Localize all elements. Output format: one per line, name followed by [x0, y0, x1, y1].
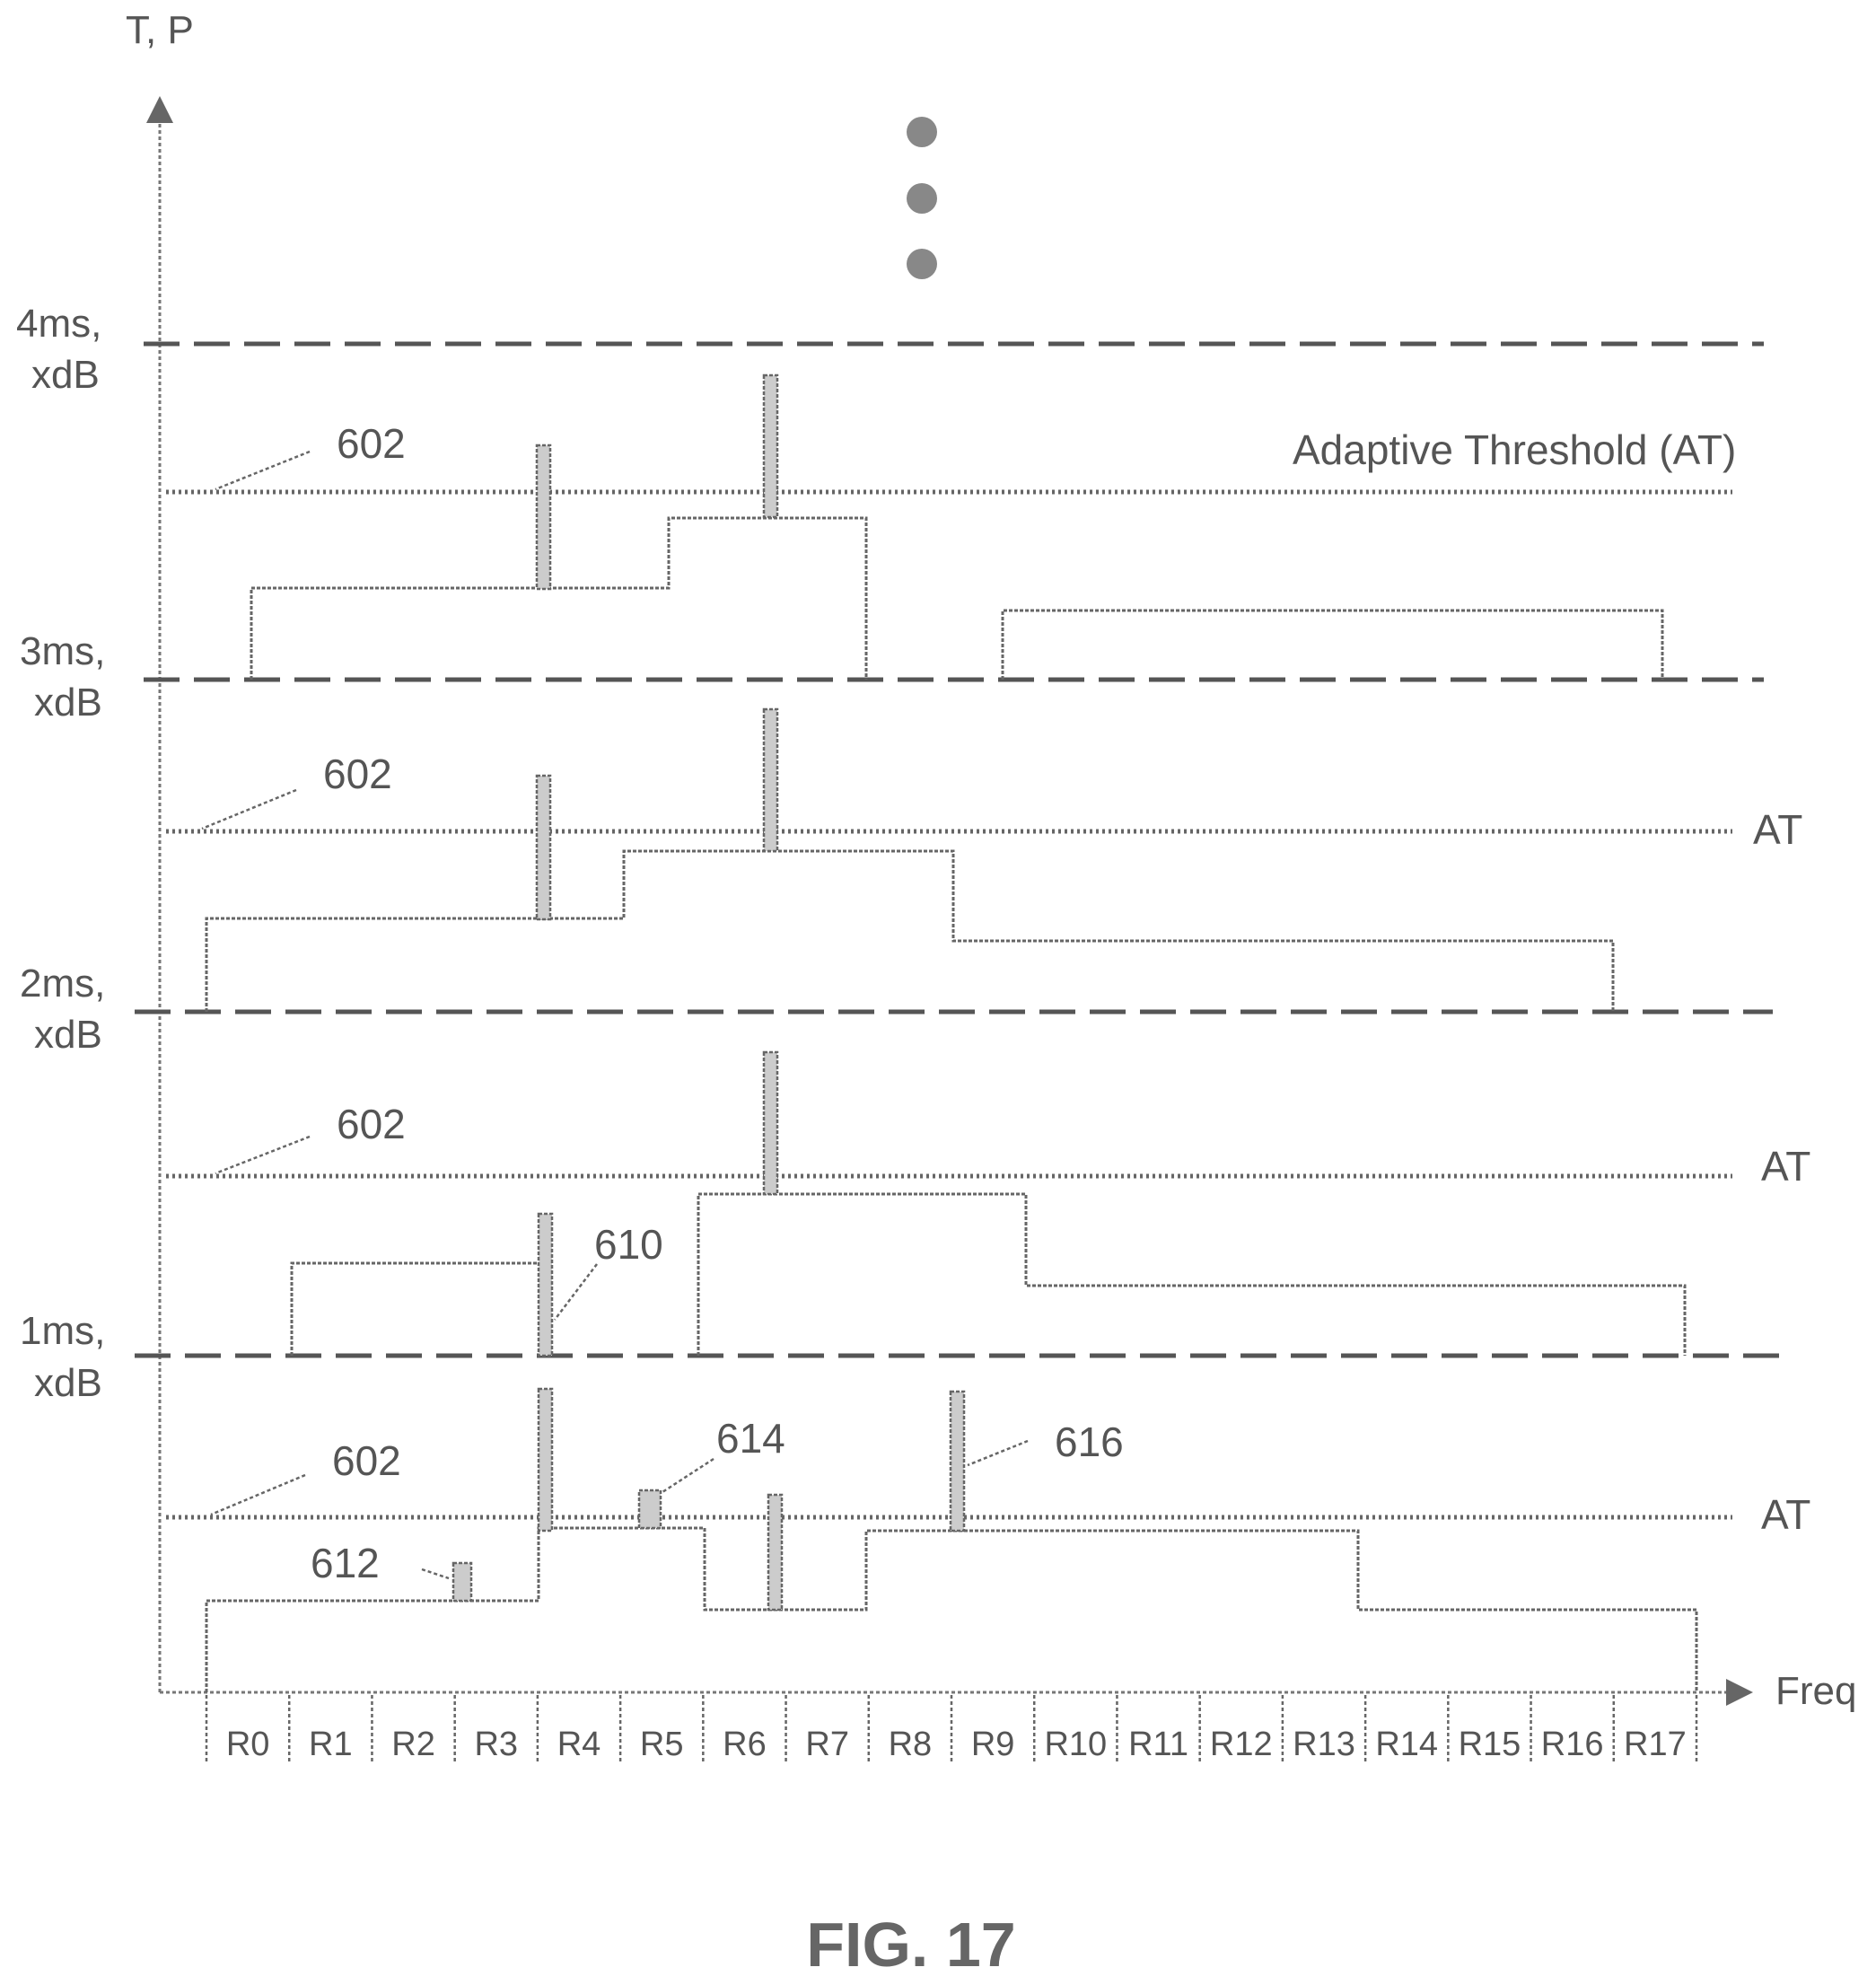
spike-bar-616: [949, 1390, 966, 1533]
resource-block-label: R11: [1128, 1726, 1188, 1763]
ref-616-leader: [967, 1439, 1029, 1467]
spike-bar: [535, 774, 552, 921]
ref-612-leader: [421, 1568, 450, 1580]
narrow-signal-614: [637, 1489, 662, 1530]
spike-bar: [767, 1493, 784, 1612]
power-profile-3ms-secondary: [1001, 609, 1664, 680]
time-level-label-1ms: 1ms,: [20, 1309, 105, 1353]
ref-602-leader: [215, 1135, 311, 1175]
time-level-label-4ms: 4ms,: [16, 302, 101, 346]
resource-block-label: R1: [309, 1726, 353, 1763]
ref-612-label: 612: [311, 1540, 380, 1586]
ref-602-label: 602: [337, 1101, 406, 1147]
resource-block-label: R6: [723, 1726, 767, 1763]
resource-block-label: R4: [557, 1726, 601, 1763]
ref-602-leader: [210, 1473, 306, 1516]
x-axis-label: Freq: [1775, 1669, 1856, 1713]
spike-bar: [762, 1050, 779, 1196]
resource-block-label: R2: [391, 1726, 435, 1763]
resource-block-label: R17: [1624, 1726, 1687, 1763]
power-profile-1ms-right: [697, 1192, 1687, 1356]
spike-bar: [762, 707, 779, 853]
power-profile-3ms: [250, 516, 868, 680]
power-level-label-4ms: xdB: [31, 353, 100, 397]
resource-block-label: R12: [1210, 1726, 1273, 1763]
resource-block-label: R3: [474, 1726, 518, 1763]
continuation-dot: [907, 249, 937, 279]
ref-602-leader: [201, 788, 297, 830]
time-level-label-2ms: 2ms,: [20, 962, 105, 1006]
ref-610-label: 610: [594, 1221, 663, 1268]
threshold-label: Adaptive Threshold (AT): [1293, 426, 1736, 473]
spike-bar: [535, 444, 552, 591]
continuation-dot: [907, 183, 937, 214]
ref-602-label: 602: [337, 420, 406, 467]
resource-block-label: R15: [1459, 1726, 1521, 1763]
ref-614-label: 614: [716, 1415, 785, 1462]
resource-block-label: R13: [1293, 1726, 1355, 1763]
time-level-label-3ms: 3ms,: [20, 629, 105, 673]
figure-caption: FIG. 17: [806, 1910, 1015, 1980]
power-profile-2ms: [205, 849, 1615, 1012]
continuation-dot: [907, 117, 937, 147]
spike-bar: [537, 1387, 554, 1533]
power-level-label-1ms: xdB: [34, 1361, 102, 1405]
y-axis-label: T, P: [126, 8, 194, 52]
resource-block-ticks: [205, 1695, 1698, 1761]
ref-616-label: 616: [1055, 1418, 1124, 1465]
ref-602-leader: [215, 450, 311, 491]
ref-602-label: 602: [323, 751, 392, 797]
power-level-label-3ms: xdB: [34, 681, 102, 725]
resource-block-label: R5: [640, 1726, 684, 1763]
ref-614-leader: [662, 1457, 714, 1494]
power-level-label-2ms: xdB: [34, 1013, 102, 1057]
power-profile-1ms-left: [290, 1261, 543, 1356]
resource-block-labels: R0 R1 R2 R3 R4 R5 R6 R7 R8 R9 R10 R11 R12 R13 R14 R15 R1…: [226, 1726, 1687, 1763]
resource-block-label: R8: [889, 1726, 933, 1763]
resource-block-label: R7: [805, 1726, 849, 1763]
resource-block-label: R10: [1044, 1726, 1107, 1763]
ref-602-label: 602: [332, 1437, 401, 1484]
power-profile-0ms: [205, 1526, 1698, 1692]
resource-block-label: R14: [1375, 1726, 1438, 1763]
spike-bar: [762, 373, 779, 519]
threshold-label: AT: [1761, 1143, 1810, 1190]
spike-bar-610: [537, 1212, 554, 1357]
narrow-signal-612: [451, 1561, 473, 1603]
resource-block-label: R9: [971, 1726, 1015, 1763]
threshold-label: AT: [1753, 806, 1802, 853]
threshold-label: AT: [1761, 1491, 1810, 1538]
ref-610-leader: [554, 1263, 598, 1321]
resource-block-label: R16: [1541, 1726, 1604, 1763]
resource-block-label: R0: [226, 1726, 270, 1763]
